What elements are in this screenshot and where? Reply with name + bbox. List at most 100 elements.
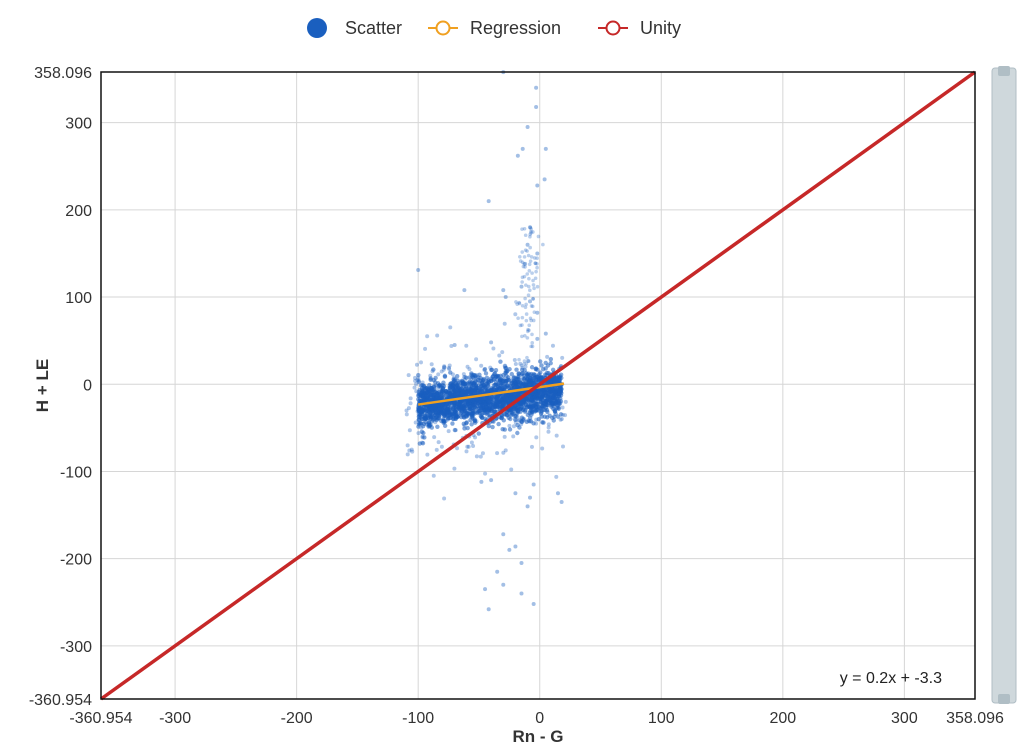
scatter-point	[451, 416, 456, 422]
scatter-point	[486, 412, 491, 417]
scatter-point	[467, 381, 472, 386]
scatter-point	[431, 367, 436, 372]
scatter-point	[462, 288, 467, 293]
series-lines	[99, 70, 977, 701]
scatter-point	[439, 389, 444, 395]
scatter-point	[462, 415, 467, 420]
scatter-point	[522, 262, 526, 266]
scatter-point	[514, 300, 518, 304]
scatter-point	[483, 405, 489, 410]
scatter-point	[507, 547, 512, 552]
scatter-point	[446, 429, 451, 434]
scatter-point	[533, 276, 538, 281]
scatter-point	[495, 374, 500, 379]
scatter-point	[436, 372, 441, 377]
scatter-point	[501, 450, 506, 455]
scatter-point	[543, 360, 548, 366]
scatter-point	[480, 408, 486, 413]
scatter-point	[421, 383, 426, 388]
scatter-point	[518, 381, 524, 386]
scatter-point	[442, 373, 448, 379]
scatter-point	[534, 269, 538, 274]
scatter-point	[503, 448, 508, 453]
scatter-point	[459, 409, 464, 414]
scatter-points	[404, 70, 568, 612]
scatter-point	[507, 412, 512, 417]
scatter-point	[433, 420, 438, 425]
scatter-point	[485, 408, 490, 413]
scatter-point	[521, 264, 526, 269]
scatter-point	[523, 233, 528, 238]
scatter-point	[422, 435, 427, 440]
scatter-point	[441, 367, 446, 372]
scatter-point	[462, 426, 467, 431]
scatter-point	[483, 371, 489, 376]
scatter-point	[554, 406, 559, 411]
zoom-slider-track[interactable]	[991, 67, 1017, 704]
scatter-point	[519, 591, 524, 596]
scatter-point	[528, 408, 533, 413]
scatter-point	[560, 355, 565, 360]
scatter-point	[437, 406, 442, 411]
y-tick-label: 100	[65, 290, 92, 307]
scatter-point	[518, 323, 523, 328]
scatter-point	[448, 325, 453, 330]
scatter-point	[503, 384, 508, 389]
scatter-point	[557, 402, 562, 407]
scatter-point	[477, 405, 482, 410]
scatter-point	[458, 379, 463, 384]
scatter-point	[500, 427, 505, 432]
scatter-point	[549, 401, 555, 406]
legend[interactable]: Scatter Regression Unity	[307, 18, 681, 38]
scatter-point	[499, 385, 504, 390]
scatter-point	[531, 601, 536, 606]
scatter-point	[560, 444, 565, 449]
scatter-point	[495, 393, 500, 398]
scatter-point	[491, 346, 496, 351]
scatter-point	[441, 386, 446, 391]
scatter-point	[478, 383, 484, 389]
scatter-point	[480, 398, 486, 403]
scatter-point	[435, 333, 440, 338]
scatter-point	[495, 383, 501, 388]
zoom-slider-handle-top[interactable]	[998, 66, 1010, 76]
scatter-point	[520, 280, 524, 284]
scatter-point	[528, 495, 533, 500]
scatter-point	[487, 413, 493, 418]
scatter-point	[530, 341, 535, 345]
scatter-point	[514, 367, 519, 372]
scatter-point	[540, 446, 545, 451]
scatter-point	[464, 449, 469, 454]
scatter-point	[429, 425, 435, 430]
scatter-point	[515, 302, 520, 306]
scatter-point	[478, 408, 483, 413]
scatter-point	[429, 419, 435, 424]
scatter-point	[535, 265, 539, 270]
scatter-point	[489, 340, 494, 345]
y-tick-label: -200	[60, 552, 92, 569]
scatter-point	[468, 417, 473, 423]
scatter-point	[550, 343, 555, 348]
scatter-point	[435, 387, 440, 392]
scatter-point	[466, 408, 471, 413]
scatter-point	[534, 407, 540, 413]
scatter-point	[531, 421, 536, 426]
scatter-point	[493, 374, 498, 379]
scatter-point	[469, 388, 474, 393]
scatter-point	[511, 424, 516, 429]
scatter-point	[479, 479, 484, 484]
scatter-point	[517, 300, 521, 305]
scatter-point	[523, 333, 527, 338]
scatter-point	[469, 376, 474, 381]
scatter-point	[526, 293, 531, 297]
scatter-point	[544, 372, 549, 378]
scatter-point	[462, 402, 467, 407]
scatter-point	[415, 378, 420, 383]
scatter-point	[506, 400, 511, 405]
scatter-point	[516, 405, 521, 410]
scatter-point	[445, 416, 450, 421]
scatter-point	[520, 323, 524, 327]
scatter-point	[540, 420, 545, 425]
scatter-point	[447, 367, 452, 372]
zoom-slider-handle-bottom[interactable]	[998, 694, 1010, 704]
